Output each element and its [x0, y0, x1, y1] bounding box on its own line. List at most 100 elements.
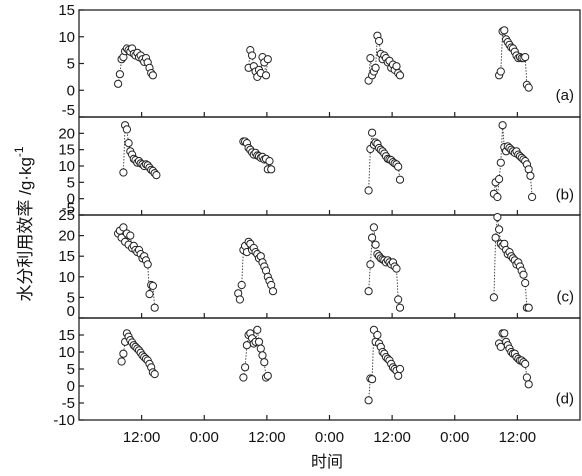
data-point	[366, 54, 375, 63]
data-point	[126, 231, 135, 240]
data-point	[392, 62, 401, 71]
data-point	[119, 349, 128, 358]
panel-frame	[78, 9, 581, 118]
y-tick-label: 20	[58, 125, 75, 142]
data-point	[528, 192, 537, 202]
x-tick-label: 0:00	[440, 429, 469, 446]
x-tick-label: 0:00	[315, 429, 344, 446]
panel-0: 15 10 5 0 -5 (a)	[58, 2, 581, 119]
data-point	[496, 67, 505, 76]
data-point	[489, 293, 498, 302]
data-point	[119, 168, 128, 177]
data-point	[526, 171, 535, 180]
y-axis-label-superscript: -1	[12, 146, 26, 157]
data-point	[371, 240, 380, 249]
data-point	[237, 280, 246, 290]
panel-frame	[78, 116, 581, 216]
data-point	[260, 358, 269, 367]
data-point	[115, 70, 125, 79]
data-point	[241, 363, 250, 372]
y-tick-label: 5	[67, 289, 75, 306]
data-point	[368, 375, 377, 384]
data-point	[368, 233, 377, 242]
data-point	[253, 325, 262, 334]
y-tick-label: -5	[62, 200, 75, 217]
data-point	[248, 51, 257, 60]
y-tick-label: 0	[67, 378, 75, 395]
y-tick-label: 15	[58, 327, 75, 344]
data-point	[524, 83, 533, 92]
x-tick-label: 12:00	[499, 429, 537, 446]
data-point	[394, 162, 403, 171]
data-point	[265, 157, 274, 166]
data-point	[268, 287, 278, 296]
y-tick-label: -5	[62, 395, 75, 412]
data-point	[235, 295, 244, 304]
data-point	[261, 71, 271, 80]
panel-label: (c)	[557, 289, 575, 306]
panel-label: (a)	[556, 87, 574, 104]
y-tick-label: 0	[67, 191, 75, 208]
y-tick-label: 0	[67, 82, 75, 99]
data-point	[267, 165, 276, 174]
y-axis-label: 水分利用效率 /g·kg-1	[12, 146, 35, 302]
data-point	[493, 213, 502, 222]
data-point	[143, 260, 152, 269]
data-point	[148, 71, 157, 80]
data-point	[150, 370, 159, 379]
data-point	[500, 329, 509, 338]
data-point	[369, 223, 378, 232]
x-axis-label: 时间	[311, 453, 343, 471]
data-point	[124, 139, 133, 148]
panel-frame	[78, 214, 581, 319]
data-point	[395, 364, 405, 374]
chart-panels: 151050-5(a)20151050-5(b)2520151050(c)151…	[53, 2, 581, 429]
y-tick-label: 5	[67, 56, 75, 73]
panel-2: 25 20 15 10 50 (c)	[58, 207, 581, 320]
y-tick-label: 0	[67, 303, 75, 320]
data-point	[114, 79, 123, 88]
data-point	[368, 128, 377, 137]
data-point	[392, 264, 401, 273]
x-tick-label: 0:00	[190, 429, 219, 446]
data-point	[491, 233, 500, 242]
y-axis-label-text: 水分利用效率 /g·kg	[16, 157, 35, 302]
y-tick-label: 5	[67, 361, 75, 378]
data-point	[373, 330, 382, 340]
y-tick-label: 10	[58, 29, 75, 46]
y-tick-label: 5	[67, 174, 75, 191]
data-point	[148, 281, 157, 290]
data-point	[524, 380, 533, 389]
y-tick-label: 25	[58, 207, 75, 224]
data-point	[495, 225, 504, 234]
x-axis: 12:00 0:00 12:00 0:00 12:00 0:00 12:00	[123, 429, 536, 446]
x-tick-label: 12:00	[123, 429, 161, 446]
data-point	[119, 223, 128, 232]
data-point	[117, 357, 126, 366]
x-tick-label: 12:00	[373, 429, 411, 446]
panel-label: (d)	[556, 391, 574, 408]
data-point	[371, 63, 380, 72]
y-tick-label: 20	[58, 228, 75, 245]
data-point	[394, 295, 403, 304]
data-point	[498, 121, 507, 130]
data-point	[254, 337, 264, 346]
data-point	[495, 175, 504, 184]
data-point	[152, 171, 161, 180]
data-point	[263, 55, 272, 64]
data-point	[500, 26, 509, 35]
data-point	[395, 175, 405, 184]
y-tick-label: 10	[58, 269, 75, 286]
data-point	[395, 71, 405, 80]
data-point	[524, 303, 533, 312]
data-point	[519, 270, 528, 279]
y-tick-label: 15	[58, 2, 75, 19]
data-point	[150, 303, 159, 312]
panel-label: (b)	[556, 186, 574, 203]
data-point	[521, 359, 530, 368]
x-tick-label: 12:00	[248, 429, 286, 446]
data-point	[522, 373, 532, 382]
